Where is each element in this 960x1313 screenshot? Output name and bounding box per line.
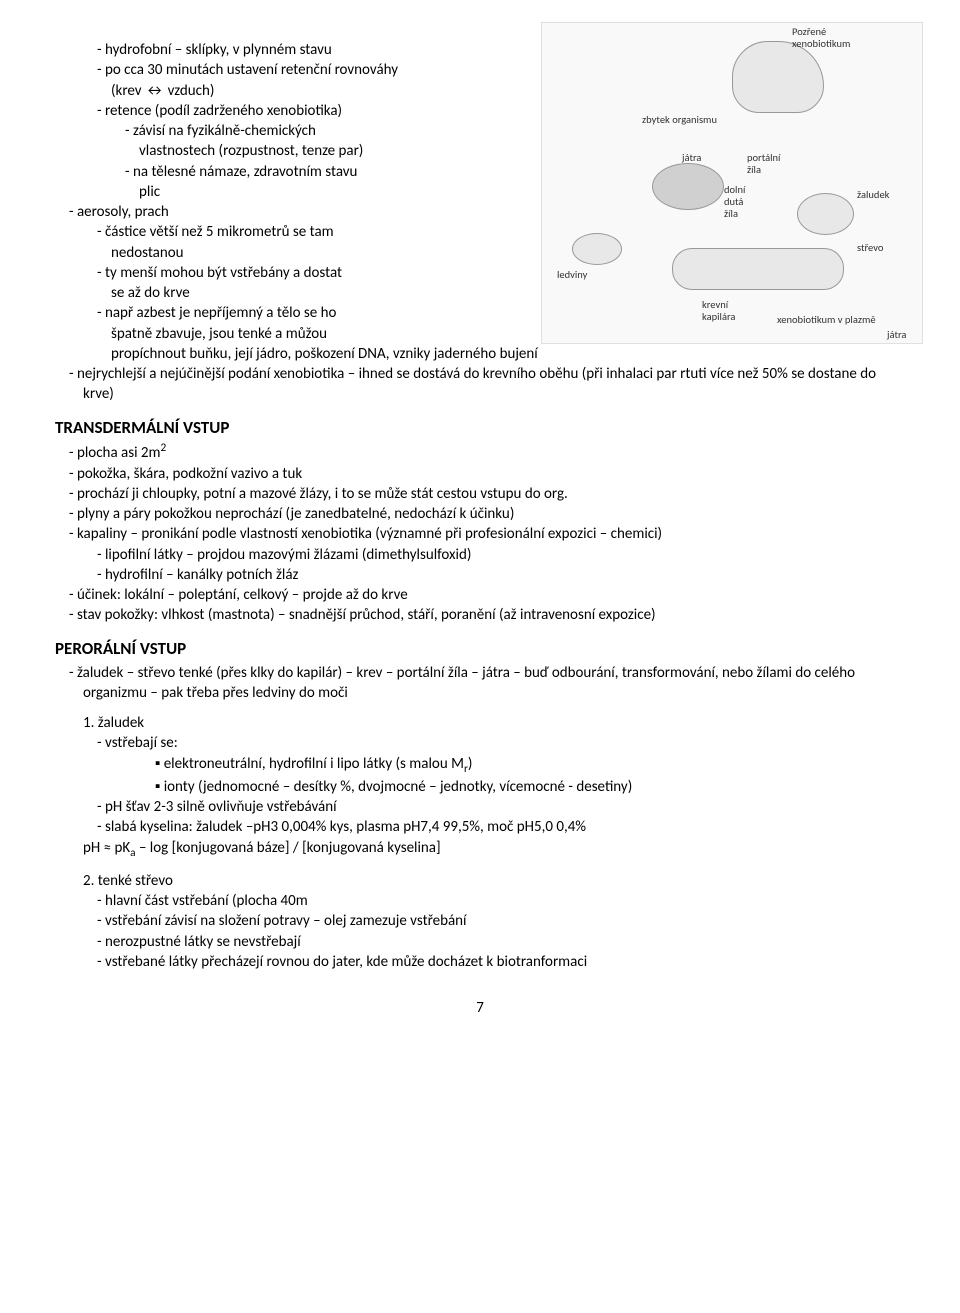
square-item: ionty (jednomocné – desítky %, dvojmocné… (55, 777, 905, 797)
list-item: nerozpustné látky se nevstřebají (55, 932, 905, 952)
fig-label: játra (682, 151, 701, 165)
list-item: účinek: lokální – poleptání, celkový – p… (55, 585, 905, 605)
numbered-item: 1. žaludek (55, 713, 905, 733)
list-item: pH šťav 2-3 silně ovlivňuje vstřebávání (55, 797, 905, 817)
heading-transdermal: TRANSDERMÁLNÍ VSTUP (55, 417, 905, 440)
list-item: plyny a páry pokožkou neprochází (je zan… (55, 504, 905, 524)
fig-label: střevo (857, 241, 883, 255)
fig-label: játra (887, 328, 906, 342)
list-item: vstřebají se: (55, 733, 905, 753)
text: elektroneutrální, hydrofilní i lipo látk… (164, 755, 464, 773)
section-3-list: žaludek – střevo tenké (přes klky do kap… (55, 663, 905, 972)
list-item: hlavní část vstřebání (plocha 40m (55, 891, 905, 911)
list-item: kapaliny – pronikání podle vlastností xe… (55, 524, 905, 544)
list-item: lipofilní látky – projdou mazovými žláza… (55, 545, 905, 565)
document-body: Pozřené xenobiotikum zbytek organismu já… (55, 40, 905, 1018)
text: ) (468, 755, 473, 773)
numbered-item: 2. tenké střevo (55, 871, 905, 891)
square-item: elektroneutrální, hydrofilní i lipo látk… (55, 754, 905, 777)
list-item: žaludek – střevo tenké (přes klky do kap… (55, 663, 905, 704)
fig-label: žaludek (857, 188, 889, 202)
list-item: plocha asi 2m2 (55, 441, 905, 463)
list-item: propíchnout buňku, její jádro, poškození… (55, 344, 905, 364)
list-item: pokožka, škára, podkožní vazivo a tuk (55, 464, 905, 484)
fig-label: žíla (724, 207, 738, 221)
fig-label: ledviny (557, 268, 587, 282)
page-number: 7 (55, 998, 905, 1018)
anatomy-figure: Pozřené xenobiotikum zbytek organismu já… (541, 22, 923, 344)
list-item: nejrychlejší a nejúčinější podání xenobi… (55, 364, 905, 405)
fig-label: žíla (747, 163, 761, 177)
list-item: hydrofilní – kanálky potních žláz (55, 565, 905, 585)
section-2-list: plocha asi 2m2 pokožka, škára, podkožní … (55, 441, 905, 625)
fig-label: zbytek organismu (642, 113, 717, 127)
superscript: 2 (161, 441, 167, 455)
heading-peroral: PERORÁLNÍ VSTUP (55, 638, 905, 661)
text: pH ≈ pK (83, 839, 130, 857)
fig-label: kapilára (702, 310, 735, 324)
equation: pH ≈ pKa – log [konjugovaná báze] / [kon… (55, 838, 905, 861)
text: plocha asi 2m (77, 444, 161, 462)
list-item: stav pokožky: vlhkost (mastnota) – snadn… (55, 605, 905, 625)
fig-label: xenobiotikum v plazmě (777, 313, 876, 327)
list-item: slabá kyselina: žaludek –pH3 0,004% kys,… (55, 817, 905, 837)
list-item: prochází ji chloupky, potní a mazové žlá… (55, 484, 905, 504)
list-item: vstřebané látky přecházejí rovnou do jat… (55, 952, 905, 972)
list-item: vstřebání závisí na složení potravy – ol… (55, 911, 905, 931)
text: – log [konjugovaná báze] / [konjugovaná … (136, 839, 441, 857)
fig-label: xenobiotikum (792, 37, 850, 51)
